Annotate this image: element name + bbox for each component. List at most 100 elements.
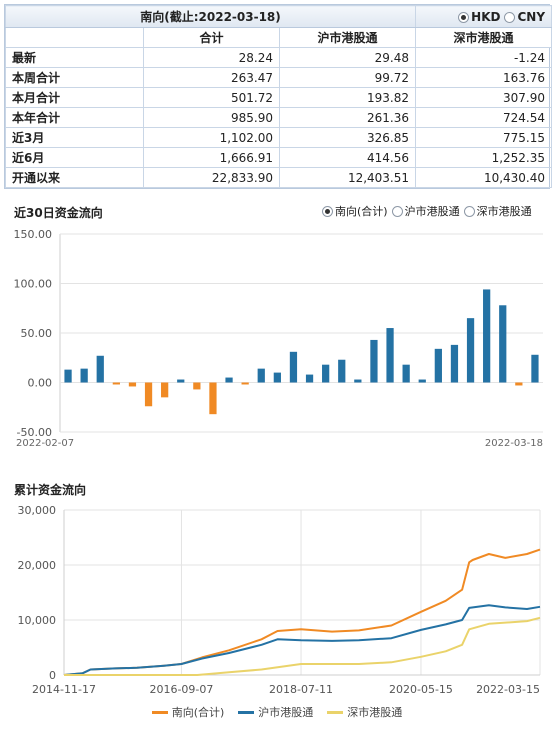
x-tick-label: 2014-11-17 — [32, 683, 96, 696]
cell-shenzhen: 1,252.35 — [415, 147, 553, 168]
bar — [225, 377, 233, 383]
y-tick-label: 150.00 — [14, 228, 53, 241]
y-tick-label: 30,000 — [18, 504, 57, 517]
bar — [209, 382, 217, 415]
y-tick-label: 0.00 — [28, 377, 53, 390]
legend-item-shenzhen[interactable]: 深市港股通 — [327, 704, 402, 720]
y-tick-label: -50.00 — [17, 426, 52, 439]
bar — [322, 364, 330, 383]
cell-shenzhen: 163.76 — [415, 67, 553, 88]
bar — [241, 382, 249, 385]
cell-shenzhen: 724.54 — [415, 107, 553, 128]
row-label: 近6月 — [5, 147, 144, 168]
y-tick-label: 10,000 — [18, 614, 57, 627]
cell-shanghai: 12,403.51 — [278, 167, 417, 188]
cell-total: 263.47 — [143, 67, 280, 88]
option-shenzhen[interactable]: 深市港股通 — [463, 203, 532, 219]
row-label: 本年合计 — [5, 107, 144, 128]
radio-selected-icon[interactable] — [458, 11, 470, 23]
cell-total: 28.24 — [143, 47, 280, 68]
summary-header-row: 合计 沪市港股通 深市港股通 — [5, 27, 553, 48]
radio-unselected-icon[interactable] — [504, 11, 516, 23]
cell-shenzhen: -1.24 — [415, 47, 553, 68]
bar — [177, 379, 185, 383]
series-line — [63, 604, 541, 676]
row-label: 近3月 — [5, 127, 144, 148]
bar — [386, 328, 394, 383]
daily-series-switch: 南向(合计) 沪市港股通 深市港股通 — [322, 203, 532, 219]
currency-option-cny[interactable]: CNY — [504, 10, 545, 24]
column-header-total: 合计 — [143, 27, 280, 48]
table-row: 开通以来 22,833.90 12,403.51 10,430.40 — [5, 167, 553, 188]
x-tick-label: 2016-09-07 — [149, 683, 213, 696]
cell-shenzhen: 307.90 — [415, 87, 553, 108]
cell-total: 985.90 — [143, 107, 280, 128]
option-shanghai[interactable]: 沪市港股通 — [391, 203, 460, 219]
table-row: 本月合计 501.72 193.82 307.90 — [5, 87, 553, 108]
y-tick-label: 50.00 — [21, 327, 53, 340]
legend-swatch — [327, 710, 344, 714]
bar — [483, 289, 491, 383]
cell-total: 501.72 — [143, 87, 280, 108]
bar — [402, 364, 410, 383]
table-row: 本年合计 985.90 261.36 724.54 — [5, 107, 553, 128]
summary-title-text: 南向(截止:2022-03-18) — [140, 10, 281, 24]
cell-total: 1,102.00 — [143, 127, 280, 148]
bar — [338, 359, 346, 383]
southbound-summary-table: 南向(截止:2022-03-18) HKD CNY 合计 沪市港股通 深市港股通… — [4, 4, 553, 189]
summary-title: 南向(截止:2022-03-18) — [4, 5, 417, 28]
cell-shanghai: 261.36 — [278, 107, 417, 128]
bar — [466, 318, 475, 383]
bar — [531, 354, 539, 383]
bar — [161, 382, 169, 398]
legend-swatch — [151, 710, 168, 714]
bar — [112, 382, 120, 385]
x-tick-label: 2022-02-07 — [16, 438, 74, 449]
bar — [450, 344, 459, 383]
x-tick-label: 2022-03-18 — [485, 438, 543, 449]
bar — [305, 374, 314, 383]
cumulative-chart-title: 累计资金流向 — [14, 483, 87, 497]
cell-shanghai: 414.56 — [278, 147, 417, 168]
cell-shenzhen: 775.15 — [415, 127, 553, 148]
column-header-shenzhen: 深市港股通 — [415, 27, 553, 48]
y-tick-label: 20,000 — [18, 559, 57, 572]
series-line — [63, 548, 541, 676]
bar — [354, 379, 362, 383]
cell-shanghai: 193.82 — [278, 87, 417, 108]
bar — [273, 372, 281, 383]
series-line — [64, 616, 541, 676]
y-tick-label: 100.00 — [14, 278, 53, 291]
x-tick-label: 2020-05-15 — [389, 683, 453, 696]
bar — [193, 382, 201, 390]
bar — [144, 382, 153, 407]
row-label: 本周合计 — [5, 67, 144, 88]
option-south-total[interactable]: 南向(合计) — [322, 203, 388, 219]
table-row: 最新 28.24 29.48 -1.24 — [5, 47, 553, 68]
daily-chart-title: 近30日资金流向 — [14, 206, 103, 220]
cumulative-legend: 南向(合计) 沪市港股通 深市港股通 — [0, 704, 554, 720]
legend-item-shanghai[interactable]: 沪市港股通 — [238, 704, 313, 720]
radio-selected-icon[interactable] — [322, 205, 333, 217]
row-label: 本月合计 — [5, 87, 144, 108]
bar — [515, 382, 523, 386]
radio-unselected-icon[interactable] — [463, 205, 475, 217]
cell-shenzhen: 10,430.40 — [415, 167, 553, 188]
column-header-shanghai: 沪市港股通 — [278, 27, 417, 48]
bar — [128, 382, 137, 387]
currency-switch: HKD CNY — [415, 5, 553, 28]
legend-item-south-total[interactable]: 南向(合计) — [151, 704, 224, 720]
radio-unselected-icon[interactable] — [391, 205, 403, 217]
bar — [434, 348, 442, 383]
bar — [64, 369, 72, 383]
x-tick-label: 2022-03-15 — [476, 683, 540, 696]
table-row: 近6月 1,666.91 414.56 1,252.35 — [5, 147, 553, 168]
bar — [257, 368, 265, 383]
x-tick-label: 2018-07-11 — [269, 683, 333, 696]
cell-total: 1,666.91 — [143, 147, 280, 168]
cell-shanghai: 326.85 — [278, 127, 417, 148]
currency-option-hkd[interactable]: HKD — [458, 10, 500, 24]
bar — [80, 368, 88, 383]
bar — [418, 379, 426, 383]
